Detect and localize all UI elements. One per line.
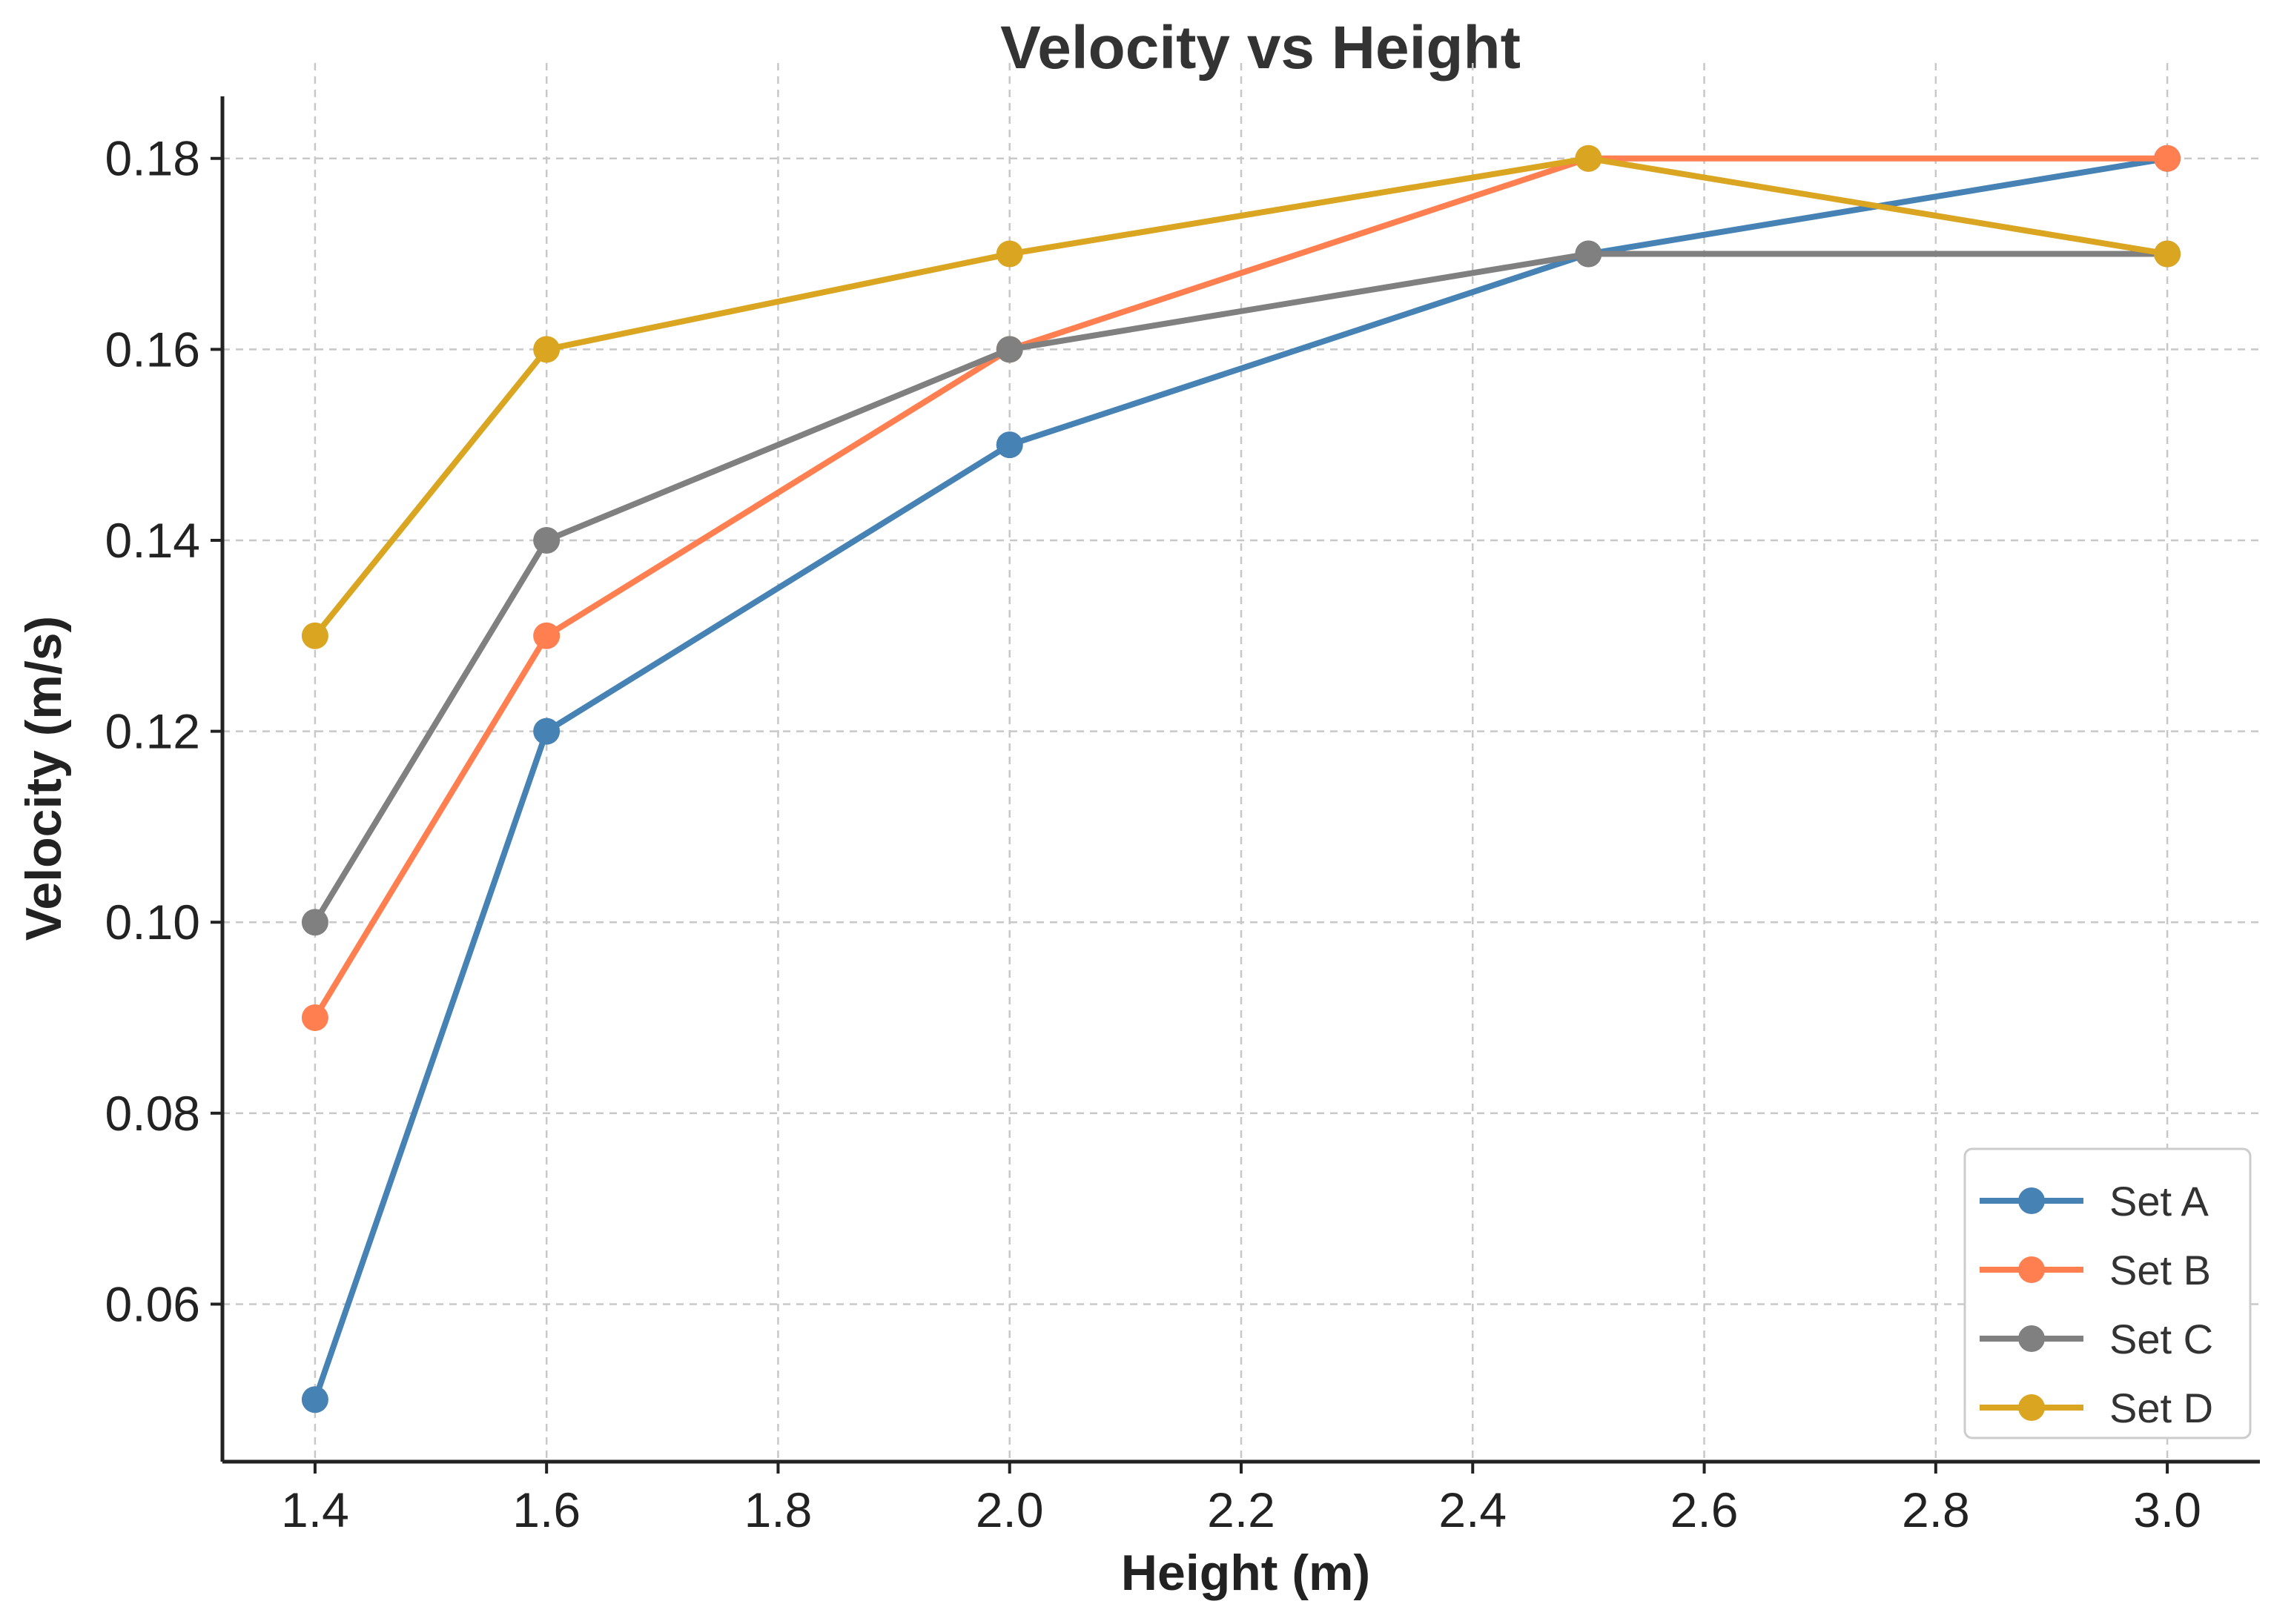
legend-item-set-a: Set A <box>1980 1178 2209 1224</box>
y-tick-label: 0.16 <box>105 322 200 377</box>
y-tick-label: 0.10 <box>105 895 200 949</box>
data-point-set-b <box>533 622 561 649</box>
x-tick-label: 2.6 <box>1670 1482 1739 1537</box>
y-tick-label: 0.06 <box>105 1276 200 1331</box>
series <box>301 145 2181 1413</box>
legend-swatch-marker <box>2018 1187 2045 1214</box>
legend: Set A Set B Set C Set D <box>1963 1147 2252 1439</box>
legend-swatch-marker <box>2018 1325 2045 1352</box>
data-point-set-d <box>533 336 561 363</box>
data-point-set-d <box>301 622 328 649</box>
x-tick-label: 2.0 <box>976 1482 1044 1537</box>
data-point-set-d <box>996 240 1023 268</box>
legend-swatch-marker <box>2018 1394 2045 1421</box>
data-point-set-c <box>301 909 328 936</box>
x-tick-label: 2.2 <box>1207 1482 1275 1537</box>
grid <box>222 63 2260 1462</box>
legend-label: Set B <box>2109 1247 2211 1293</box>
chart-title: Velocity vs Height <box>1000 14 1521 82</box>
data-point-set-d <box>1575 145 1602 172</box>
series-set-d <box>301 145 2181 649</box>
y-axis-label: Velocity (m/s) <box>16 616 72 941</box>
y-tick-label: 0.18 <box>105 131 200 186</box>
y-tick-label: 0.12 <box>105 704 200 759</box>
x-tick-label: 2.8 <box>1902 1482 1970 1537</box>
x-tick-label: 3.0 <box>2133 1482 2201 1537</box>
legend-label: Set C <box>2109 1316 2213 1362</box>
data-point-set-a <box>996 431 1023 459</box>
legend-box <box>1963 1147 2252 1439</box>
data-point-set-a <box>301 1386 328 1413</box>
legend-label: Set D <box>2109 1385 2213 1431</box>
legend-swatch-marker <box>2018 1256 2045 1283</box>
legend-label: Set A <box>2109 1178 2209 1224</box>
legend-item-set-d: Set D <box>1980 1385 2213 1431</box>
x-axis-label: Height (m) <box>1121 1545 1370 1601</box>
data-point-set-c <box>996 336 1023 363</box>
legend-item-set-b: Set B <box>1980 1247 2211 1293</box>
x-tick-label: 1.8 <box>744 1482 813 1537</box>
data-point-set-a <box>533 717 561 745</box>
data-point-set-d <box>2154 240 2181 268</box>
legend-item-set-c: Set C <box>1980 1316 2213 1362</box>
data-point-set-c <box>1575 240 1602 268</box>
data-point-set-c <box>533 526 561 554</box>
x-tick-label: 2.4 <box>1438 1482 1507 1537</box>
y-tick-label: 0.14 <box>105 513 200 568</box>
y-tick-label: 0.08 <box>105 1086 200 1141</box>
x-tick-label: 1.4 <box>281 1482 349 1537</box>
x-tick-label: 1.6 <box>512 1482 581 1537</box>
data-point-set-b <box>301 1004 328 1032</box>
data-point-set-b <box>2154 145 2181 172</box>
ticks: 1.4 1.6 1.8 2.0 2.2 2.4 2.6 2.8 3.0 0.06 0.08 0.10 0… <box>105 131 2201 1537</box>
